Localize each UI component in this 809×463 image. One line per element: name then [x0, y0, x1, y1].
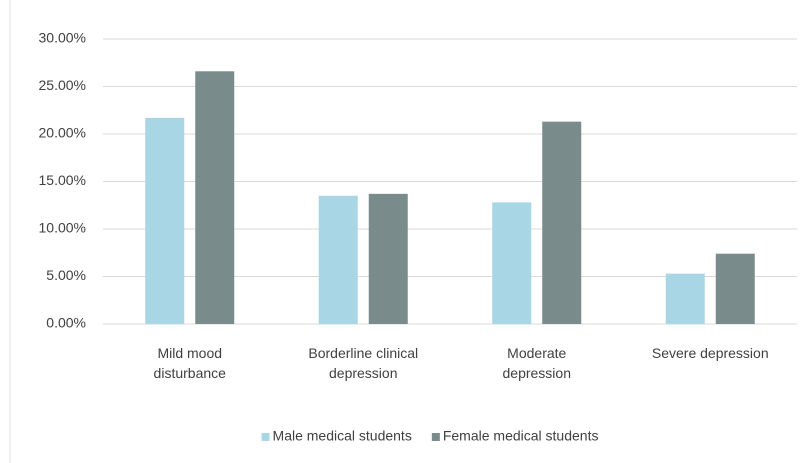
bar — [715, 253, 755, 324]
legend-label: Female medical students — [443, 428, 599, 444]
y-tick-label: 30.00% — [39, 30, 86, 46]
y-tick-label: 5.00% — [46, 267, 86, 283]
y-tick-label: 15.00% — [39, 172, 86, 188]
legend-swatch — [431, 433, 440, 441]
bar — [145, 117, 185, 324]
bar — [318, 195, 358, 324]
x-tick-label: Borderline clinical depression — [308, 345, 419, 381]
y-tick-label: 20.00% — [39, 125, 86, 141]
y-tick-label: 0.00% — [46, 315, 86, 331]
y-tick-label: 10.00% — [39, 220, 86, 236]
bar — [368, 193, 408, 324]
bar — [542, 121, 582, 325]
x-tick-label: Moderate depression — [502, 345, 572, 381]
x-tick-label: Mild mood disturbance — [153, 345, 226, 381]
bar — [492, 202, 532, 324]
bar — [665, 273, 705, 324]
x-tick-label: Severe depression — [651, 345, 769, 361]
bar — [195, 71, 235, 324]
y-tick-label: 25.00% — [39, 77, 86, 93]
legend-label: Male medical students — [273, 428, 412, 444]
legend-swatch — [261, 433, 270, 441]
